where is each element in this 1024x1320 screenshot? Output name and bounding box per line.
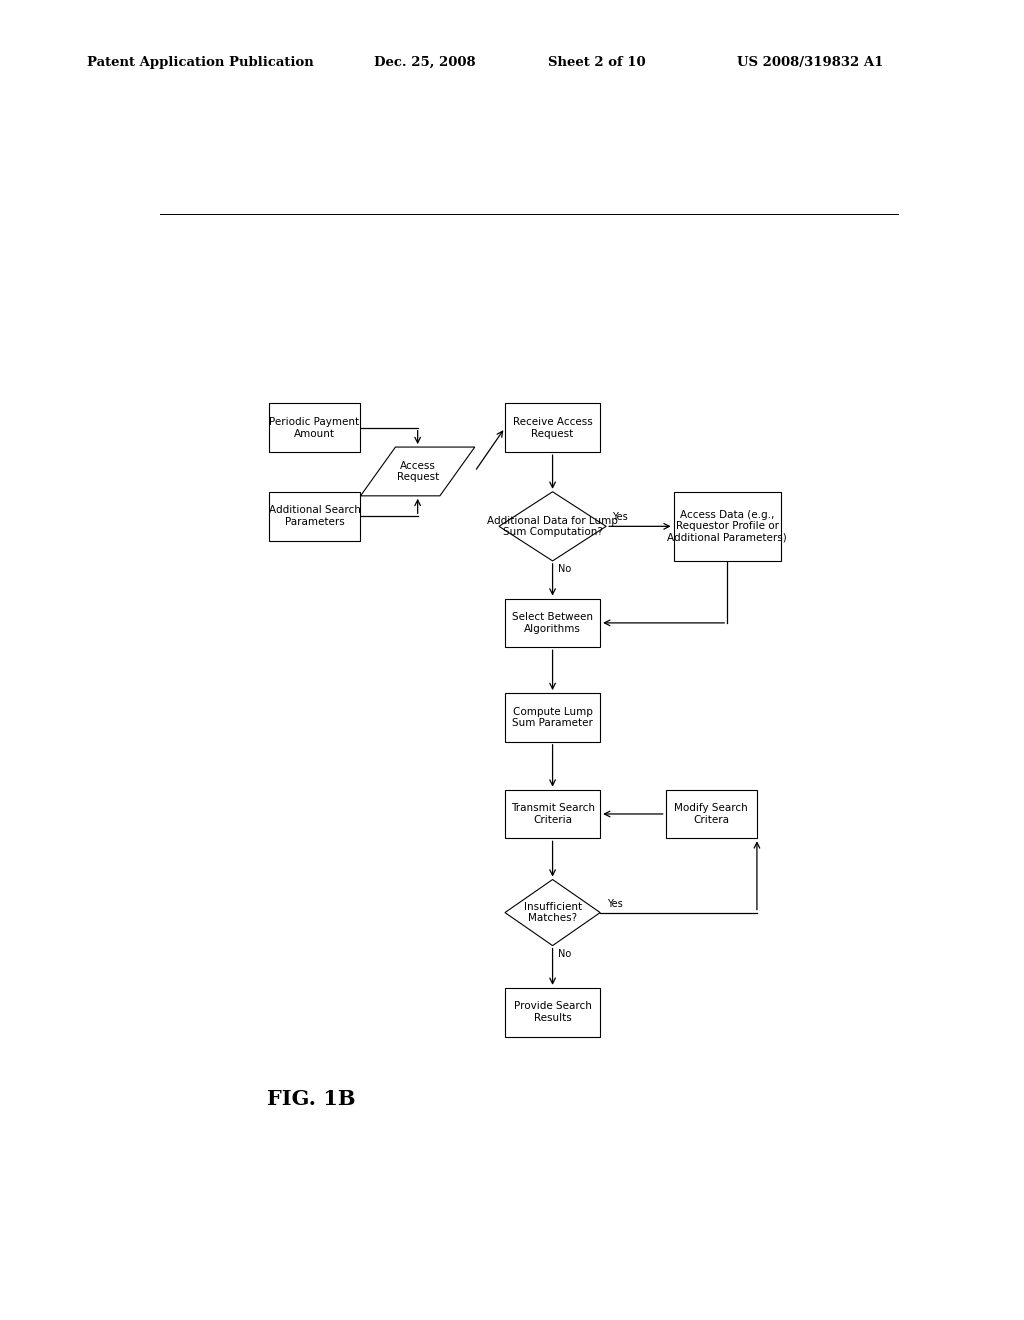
Text: Access Data (e.g.,
Requestor Profile or
Additional Parameters): Access Data (e.g., Requestor Profile or … xyxy=(668,510,787,543)
Text: Modify Search
Critera: Modify Search Critera xyxy=(675,803,749,825)
Text: Additional Search
Parameters: Additional Search Parameters xyxy=(268,506,360,527)
FancyBboxPatch shape xyxy=(505,598,600,647)
Text: Sheet 2 of 10: Sheet 2 of 10 xyxy=(548,55,645,69)
Text: Provide Search
Results: Provide Search Results xyxy=(514,1002,592,1023)
Text: Receive Access
Request: Receive Access Request xyxy=(513,417,593,438)
FancyBboxPatch shape xyxy=(269,492,360,541)
Text: No: No xyxy=(558,949,571,958)
Text: Dec. 25, 2008: Dec. 25, 2008 xyxy=(374,55,475,69)
Text: US 2008/319832 A1: US 2008/319832 A1 xyxy=(737,55,884,69)
Text: Yes: Yes xyxy=(612,512,629,523)
Text: FIG. 1B: FIG. 1B xyxy=(267,1089,355,1109)
Text: Additional Data for Lump
Sum Computation?: Additional Data for Lump Sum Computation… xyxy=(487,516,618,537)
Text: No: No xyxy=(558,564,571,574)
Polygon shape xyxy=(360,447,475,496)
FancyBboxPatch shape xyxy=(666,789,757,838)
Text: Transmit Search
Criteria: Transmit Search Criteria xyxy=(511,803,595,825)
Text: Periodic Payment
Amount: Periodic Payment Amount xyxy=(269,417,359,438)
Polygon shape xyxy=(499,492,606,561)
Text: Compute Lump
Sum Parameter: Compute Lump Sum Parameter xyxy=(512,706,593,729)
FancyBboxPatch shape xyxy=(269,404,360,453)
Text: Insufficient
Matches?: Insufficient Matches? xyxy=(523,902,582,924)
FancyBboxPatch shape xyxy=(505,693,600,742)
Text: Select Between
Algorithms: Select Between Algorithms xyxy=(512,612,593,634)
Text: Yes: Yes xyxy=(606,899,623,908)
FancyBboxPatch shape xyxy=(505,404,600,453)
FancyBboxPatch shape xyxy=(505,789,600,838)
FancyBboxPatch shape xyxy=(505,987,600,1036)
Polygon shape xyxy=(505,879,600,945)
Text: Access
Request: Access Request xyxy=(396,461,439,482)
Text: Patent Application Publication: Patent Application Publication xyxy=(87,55,313,69)
FancyBboxPatch shape xyxy=(674,492,780,561)
